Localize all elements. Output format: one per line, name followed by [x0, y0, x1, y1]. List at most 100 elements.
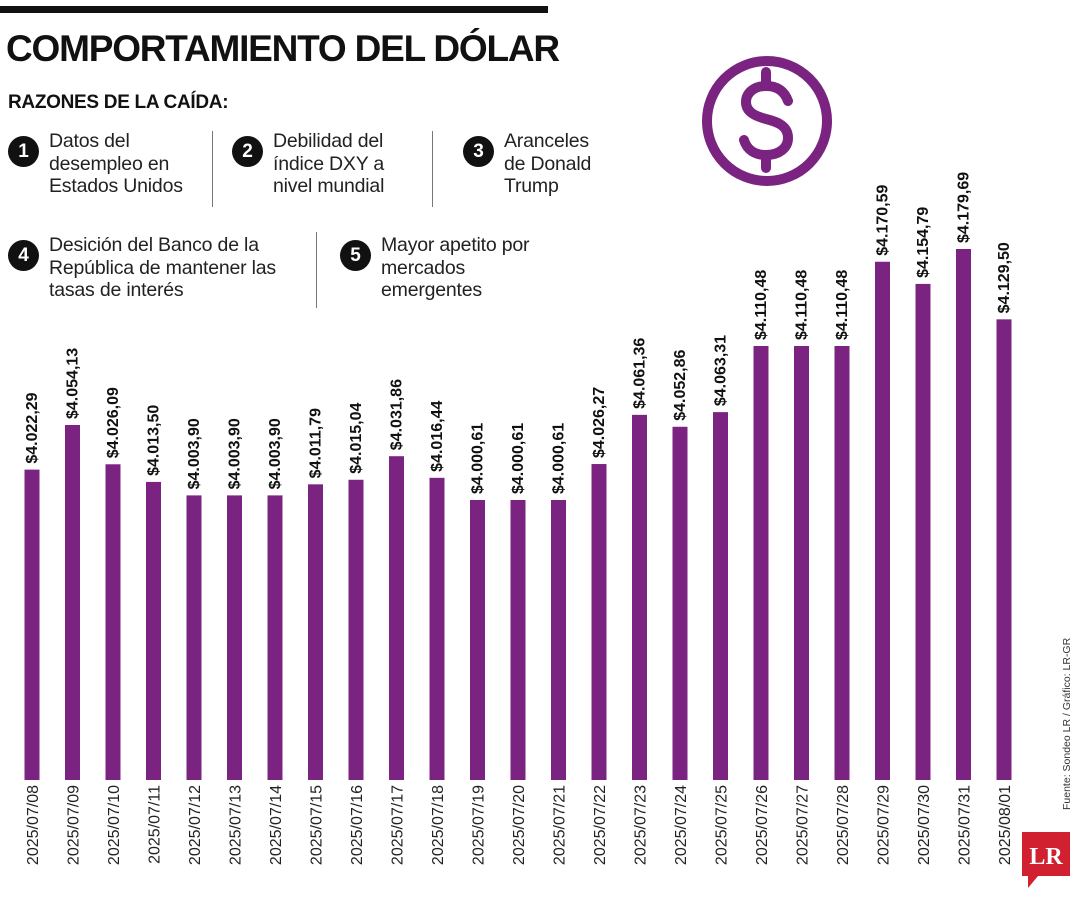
x-tick-label: 2025/07/27	[795, 785, 812, 865]
bar	[834, 346, 850, 780]
reason-4: 4 Desición del Banco de la República de …	[8, 234, 276, 302]
bar	[470, 500, 485, 780]
reason-number-badge: 1	[8, 136, 39, 167]
x-tick-label: 2025/07/15	[309, 785, 326, 865]
bar	[348, 479, 364, 780]
bar	[308, 484, 323, 780]
reason-divider	[316, 232, 317, 308]
reason-number-badge: 4	[8, 240, 39, 271]
reasons-heading: RAZONES DE LA CAÍDA:	[8, 92, 229, 113]
chart-title: COMPORTAMIENTO DEL DÓLAR	[6, 28, 560, 69]
x-tick-label: 2025/07/31	[957, 785, 974, 865]
x-tick-label: 2025/07/28	[835, 785, 852, 865]
bar-value-label: $4.016,44	[429, 401, 446, 472]
reason-2: 2 Debilidad del índice DXY a nivel mundi…	[232, 130, 384, 198]
x-tick-label: 2025/07/29	[876, 785, 893, 865]
x-tick-label: 2025/07/18	[430, 785, 447, 865]
bar	[186, 495, 202, 780]
bar	[551, 500, 566, 780]
bar-value-label: $4.026,09	[105, 387, 122, 458]
reason-text: Desición del Banco de la República de ma…	[49, 234, 276, 301]
reason-divider	[212, 131, 213, 207]
bar	[713, 412, 728, 780]
bar	[632, 414, 647, 780]
bar-value-label: $4.170,59	[875, 184, 892, 255]
bar-value-label: $4.013,50	[146, 405, 163, 476]
top-rule	[0, 6, 548, 13]
bar-value-label: $4.000,61	[551, 423, 568, 494]
bar-value-label: $4.003,90	[227, 418, 244, 489]
bar-value-label: $4.129,50	[996, 242, 1013, 313]
bar	[956, 249, 971, 780]
bar	[510, 500, 526, 780]
reason-divider	[432, 131, 433, 207]
bar	[591, 464, 607, 780]
bar	[227, 495, 242, 780]
bar-value-label: $4.022,29	[24, 392, 41, 463]
reason-number-badge: 3	[463, 136, 494, 167]
reason-text: Aranceles de Donald Trump	[504, 130, 592, 197]
bar-value-label: $4.031,86	[389, 379, 406, 450]
x-tick-label: 2025/07/22	[592, 785, 609, 865]
bar	[429, 477, 445, 780]
x-tick-label: 2025/07/25	[714, 785, 731, 865]
bar	[875, 261, 890, 780]
x-tick-label: 2025/07/11	[147, 785, 164, 864]
bar	[915, 283, 931, 780]
reason-number-badge: 2	[232, 136, 263, 167]
bar	[996, 319, 1012, 780]
bar-value-label: $4.052,86	[672, 349, 689, 420]
x-tick-label: 2025/07/23	[633, 785, 650, 865]
x-tick-label: 2025/07/24	[673, 785, 690, 865]
bar-value-label: $4.011,79	[308, 408, 325, 478]
bar	[389, 456, 404, 780]
bar-value-label: $4.026,27	[591, 387, 608, 458]
lr-logo-text: LR	[1029, 844, 1063, 870]
x-tick-label: 2025/07/12	[187, 785, 204, 865]
bar	[794, 346, 809, 780]
x-tick-label: 2025/07/17	[390, 785, 407, 865]
lr-logo: LR	[1022, 832, 1070, 888]
bar	[146, 481, 161, 780]
bar-value-label: $4.000,61	[470, 423, 487, 494]
x-tick-label: 2025/07/08	[25, 785, 42, 865]
x-tick-label: 2025/07/20	[511, 785, 528, 865]
bar-value-label: $4.110,48	[794, 270, 811, 340]
x-tick-label: 2025/07/16	[349, 785, 366, 865]
x-tick-label: 2025/07/10	[106, 785, 123, 865]
bar	[672, 426, 688, 780]
bar	[65, 424, 80, 780]
bar-value-label: $4.063,31	[713, 335, 730, 406]
bar-value-label: $4.061,36	[632, 338, 649, 409]
x-tick-label: 2025/07/26	[754, 785, 771, 865]
bar-value-label: $4.110,48	[834, 270, 851, 340]
bar	[753, 346, 769, 780]
bar-value-label: $4.003,90	[186, 418, 203, 489]
source-note: Fuente: Sondeo LR / Gráfico: LR-GR	[1061, 637, 1073, 810]
bar-value-label: $4.179,69	[956, 172, 973, 243]
reason-text: Datos del desempleo en Estados Unidos	[49, 130, 183, 197]
reason-5: 5 Mayor apetito por mercados emergentes	[340, 234, 530, 302]
bar	[105, 464, 121, 780]
x-tick-label: 2025/07/21	[552, 785, 569, 865]
x-tick-label: 2025/07/30	[916, 785, 933, 865]
bar-value-label: $4.054,13	[65, 348, 82, 419]
reason-number-badge: 5	[340, 240, 371, 271]
x-tick-label: 2025/07/14	[268, 785, 285, 865]
x-tick-label: 2025/07/19	[471, 785, 488, 865]
x-tick-label: 2025/07/13	[228, 785, 245, 865]
bar-value-label: $4.154,79	[915, 207, 932, 278]
bar-value-label: $4.015,04	[348, 402, 365, 473]
reason-1: 1 Datos del desempleo en Estados Unidos	[8, 130, 183, 198]
bar-value-label: $4.003,90	[267, 418, 284, 489]
dollar-circle-icon	[702, 56, 832, 186]
bar-value-label: $4.000,61	[510, 423, 527, 494]
reason-3: 3 Aranceles de Donald Trump	[463, 130, 591, 198]
reason-text: Mayor apetito por mercados emergentes	[381, 234, 530, 301]
reason-text: Debilidad del índice DXY a nivel mundial	[273, 130, 385, 197]
bar	[267, 495, 283, 780]
bar-value-label: $4.110,48	[753, 270, 770, 340]
bar	[24, 469, 40, 780]
x-tick-label: 2025/08/01	[997, 785, 1014, 865]
